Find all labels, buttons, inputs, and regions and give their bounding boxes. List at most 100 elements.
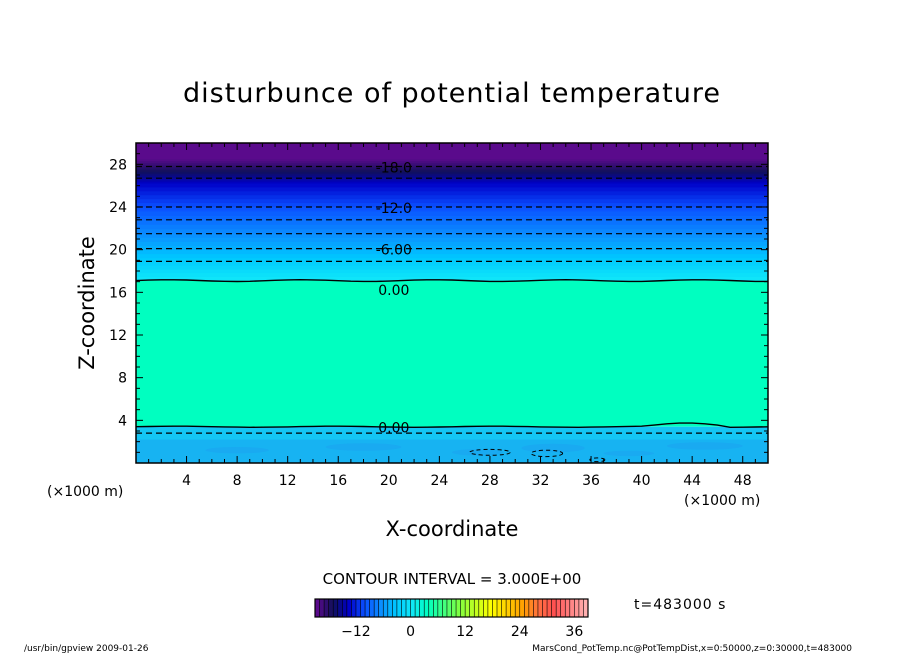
fill-band-top [136, 207, 768, 213]
fill-band-zero [136, 280, 768, 427]
y-tick-label: 20 [109, 243, 127, 259]
colorbar-tick-label: 12 [456, 624, 474, 640]
colorbar-cell [365, 599, 370, 617]
colorbar-cell [401, 599, 407, 617]
colorbar-cell [446, 599, 452, 617]
colorbar-cell [406, 599, 411, 617]
colorbar-cell [337, 599, 343, 617]
colorbar-cell [369, 599, 375, 617]
colorbar-tick-label: 0 [406, 624, 415, 640]
colorbar-cell [351, 599, 357, 617]
x-unit-left: (×1000 m) [47, 484, 123, 500]
fill-band-top [136, 156, 768, 160]
x-tick-label: 44 [683, 473, 701, 489]
colorbar-cell [437, 599, 443, 617]
fill-band-top [136, 258, 768, 263]
colorbar-tick-label: 24 [511, 624, 529, 640]
colorbar-cell [333, 599, 339, 617]
colorbar-cell [551, 599, 557, 617]
colorbar-cell [569, 599, 575, 617]
colorbar-cell [433, 599, 439, 617]
x-tick-label: 4 [182, 473, 191, 489]
colorbar-cell [469, 599, 475, 617]
fill-band-top [136, 151, 768, 155]
x-tick-label: 28 [481, 473, 499, 489]
colorbar-cell [537, 599, 543, 617]
colorbar-cell [542, 599, 548, 617]
fill-band-top [136, 181, 768, 185]
colorbar-cell [578, 599, 584, 617]
fill-band-top [136, 199, 768, 204]
fill-band-top [136, 229, 768, 235]
x-axis-label: X-coordinate [386, 517, 519, 541]
colorbar-cell [465, 599, 471, 617]
colorbar-cell [342, 599, 348, 617]
fill-patch [325, 443, 402, 451]
y-tick-label: 24 [109, 200, 127, 216]
fill-band-top [136, 183, 768, 189]
colorbar-cell [328, 599, 334, 617]
time-label: t=483000 s [634, 597, 726, 613]
fill-band-top [136, 148, 768, 152]
chart-title: disturbunce of potential temperature [183, 78, 721, 109]
fill-band-top [136, 167, 768, 171]
x-tick-label: 20 [380, 473, 398, 489]
fill-band-top [136, 241, 768, 247]
fill-band-top [136, 220, 768, 226]
fill-band-top [136, 224, 768, 230]
y-tick-label: 28 [109, 157, 127, 173]
x-tick-label: 8 [233, 473, 242, 489]
colorbar-cell [415, 599, 421, 617]
fill-band-top [136, 215, 768, 221]
colorbar-cell [501, 599, 507, 617]
colorbar-cell [483, 599, 489, 617]
colorbar-frame [314, 598, 589, 618]
y-tick-label: 16 [109, 285, 127, 301]
fill-band-top [136, 169, 768, 173]
contour-zero-bottom [136, 422, 768, 429]
contour-cell [589, 457, 606, 463]
fill-band-top [136, 171, 768, 175]
colorbar-cell [478, 599, 484, 617]
fill-band-top [136, 276, 768, 282]
x-tick-label: 12 [279, 473, 297, 489]
colorbar-cell [519, 599, 525, 617]
fill-patch [603, 450, 655, 457]
x-tick-label: 24 [430, 473, 448, 489]
colorbar-cell [510, 599, 516, 617]
fill-band-top [136, 261, 768, 267]
y-tick-label: 4 [118, 413, 127, 429]
fill-band-top [136, 175, 768, 179]
colorbar-cell [456, 599, 461, 617]
fill-band-top [136, 159, 768, 162]
colorbar-cell [574, 599, 580, 617]
colorbar-cell [360, 599, 366, 617]
fill-band-top [136, 187, 768, 192]
fill-patch [452, 449, 503, 456]
footer-right: MarsCond_PotTemp.nc@PotTempDist,x=0:5000… [532, 644, 852, 654]
fill-patch [666, 442, 743, 450]
contour-cell [469, 448, 511, 456]
colorbar-cell [451, 599, 457, 617]
colorbar-cell [497, 599, 502, 617]
fill-band-top [136, 233, 768, 239]
colorbar-cell [419, 599, 425, 617]
colorbar-cell [565, 599, 571, 617]
x-tick-label: 16 [329, 473, 347, 489]
colorbar-cell [410, 599, 416, 617]
fill-band-top [136, 177, 768, 181]
colorbar-cell [346, 599, 352, 617]
fill-band-top [136, 145, 768, 149]
colorbar-cell [428, 599, 434, 617]
fill-band-top [136, 195, 768, 200]
contour-zero-top [136, 278, 768, 283]
contour-cell [530, 449, 564, 458]
fill-band-top [136, 203, 768, 208]
colorbar-cell [474, 599, 480, 617]
fill-band-top [136, 191, 768, 196]
x-tick-label: 48 [734, 473, 752, 489]
fill-band-top [136, 254, 768, 259]
fill-band-top [136, 265, 768, 270]
colorbar-cell [506, 599, 512, 617]
colorbar-cell [374, 599, 380, 617]
